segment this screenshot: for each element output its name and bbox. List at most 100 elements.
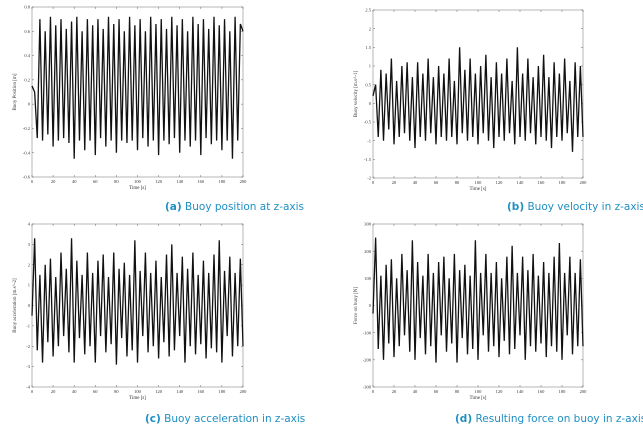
y-tick-label: -2 [367, 176, 371, 181]
x-tick-label: 120 [155, 389, 163, 394]
chart-panel-d: 0 20 40 60 80 100 120 140 160 180 200 -300 -200 -100 0… [343, 216, 593, 406]
y-tick-label: 0 [28, 102, 31, 107]
y-tick-label: -1 [367, 138, 371, 143]
y-tick-label: -2 [26, 344, 30, 349]
plot-frame [372, 9, 584, 179]
x-tick-label: 20 [51, 179, 56, 184]
caption-a-tag: (a) [165, 201, 182, 213]
x-tick-label: 140 [176, 179, 184, 184]
caption-a: (a) Buoy position at z-axis [165, 201, 304, 213]
y-tick-label: 0 [369, 303, 372, 308]
y-tick-label: 0.5 [365, 82, 371, 87]
x-axis-title: Time [s] [129, 396, 146, 401]
y-tick-label: -0.5 [364, 120, 372, 125]
x-tick-label: 0 [372, 389, 375, 394]
y-tick-label: -0.4 [23, 150, 31, 155]
caption-b-text: Buoy velocity in z-axis [527, 201, 643, 213]
y-tick-label: 3 [28, 242, 31, 247]
y-tick-label: 0.6 [24, 29, 30, 34]
x-tick-label: 200 [580, 180, 588, 185]
x-tick-label: 0 [31, 389, 34, 394]
x-tick-label: 100 [475, 389, 483, 394]
chart-panel-c: 0 20 40 60 80 100 120 140 160 180 200 -4 -3 -2 -1 0 1 2 3 4… [0, 216, 250, 406]
y-tick-label: 300 [364, 222, 372, 227]
y-tick-label: -0.6 [23, 175, 31, 180]
x-tick-label: 20 [392, 389, 397, 394]
y-axis-title: Force on buoy [N] [354, 287, 359, 324]
y-tick-label: 2 [28, 262, 30, 267]
x-tick-label: 100 [134, 179, 142, 184]
x-tick-label: 180 [559, 180, 567, 185]
y-tick-label: 1 [369, 64, 371, 69]
y-tick-label: 1 [28, 283, 30, 288]
x-tick-label: 100 [475, 180, 483, 185]
x-tick-label: 40 [72, 179, 77, 184]
x-tick-label: 100 [134, 389, 142, 394]
caption-b-tag: (b) [507, 201, 525, 213]
caption-d-text: Resulting force on buoy in z-axis [475, 413, 643, 425]
chart-d: 0 20 40 60 80 100 120 140 160 180 200 -300 -200 -100 0… [354, 222, 588, 401]
x-tick-label: 0 [31, 179, 34, 184]
x-axis-title: Time [s] [129, 186, 146, 191]
caption-c-tag: (c) [145, 413, 161, 425]
caption-c: (c) Buoy acceleration in z-axis [145, 413, 305, 425]
x-tick-label: 200 [240, 179, 248, 184]
x-tick-label: 40 [413, 180, 418, 185]
y-tick-label: 100 [364, 276, 372, 281]
y-tick-label: -3 [26, 364, 30, 369]
x-tick-label: 60 [434, 180, 439, 185]
x-tick-label: 160 [538, 389, 546, 394]
y-tick-label: 0.2 [24, 77, 30, 82]
y-tick-label: 200 [364, 249, 372, 254]
x-tick-label: 0 [372, 180, 375, 185]
x-tick-label: 180 [559, 389, 567, 394]
y-tick-label: -1.5 [364, 157, 372, 162]
x-tick-label: 140 [176, 389, 184, 394]
x-tick-label: 80 [114, 389, 119, 394]
y-axis-title: Buoy velocity [m.s^-1] [354, 70, 359, 117]
series-line [31, 16, 244, 159]
series-line [372, 237, 584, 363]
x-tick-label: 40 [413, 389, 418, 394]
chart-c: 0 20 40 60 80 100 120 140 160 180 200 -4 -3 -2 -1 0 1 2 3 4… [13, 222, 248, 401]
x-tick-label: 80 [455, 389, 460, 394]
chart-panel-b: 0 20 40 60 80 100 120 140 160 180 200 -2 -1.5 -1 -0.5 0… [343, 0, 593, 195]
y-tick-label: -100 [363, 330, 372, 335]
y-tick-label: 0.4 [24, 53, 30, 58]
x-tick-label: 160 [197, 389, 205, 394]
y-tick-label: -200 [363, 357, 372, 362]
x-tick-label: 200 [240, 389, 248, 394]
chart-b: 0 20 40 60 80 100 120 140 160 180 200-2-1.5-1-0.50… [354, 8, 588, 192]
x-axis-title: Time [s] [470, 396, 487, 401]
caption-c-text: Buoy acceleration in z-axis [164, 413, 306, 425]
x-tick-label: 20 [392, 180, 397, 185]
x-tick-label: 60 [93, 389, 98, 394]
x-tick-label: 80 [114, 179, 119, 184]
x-tick-label: 160 [538, 180, 546, 185]
x-tick-label: 120 [155, 179, 163, 184]
caption-d: (d) Resulting force on buoy in z-axis [455, 413, 643, 425]
x-tick-label: 120 [496, 389, 504, 394]
y-axis-title: Buoy acceleration [m.s^-2] [13, 278, 18, 333]
x-tick-label: 180 [219, 389, 227, 394]
y-tick-label: 1.5 [365, 45, 371, 50]
series-line [31, 238, 244, 365]
y-tick-label: 0 [28, 303, 31, 308]
x-tick-label: 40 [72, 389, 77, 394]
caption-a-text: Buoy position at z-axis [185, 201, 305, 213]
chart-a: 0 20 40 60 80 100 120 140 160 180 200 -0.6 -0.4 -0.2 0… [13, 5, 248, 191]
x-tick-label: 120 [496, 180, 504, 185]
x-tick-label: 80 [455, 180, 460, 185]
y-tick-label: -300 [363, 385, 372, 390]
caption-d-tag: (d) [455, 413, 473, 425]
x-tick-label: 160 [197, 179, 205, 184]
x-tick-label: 60 [434, 389, 439, 394]
x-axis-title: Time [s] [470, 187, 487, 192]
series-line [372, 47, 584, 152]
caption-b: (b) Buoy velocity in z-axis [507, 201, 643, 213]
x-tick-label: 200 [580, 389, 588, 394]
x-tick-label: 20 [51, 389, 56, 394]
y-tick-label: 2 [369, 26, 371, 31]
y-tick-label: -4 [26, 385, 30, 390]
y-axis-title: Buoy Position [m] [13, 73, 18, 110]
